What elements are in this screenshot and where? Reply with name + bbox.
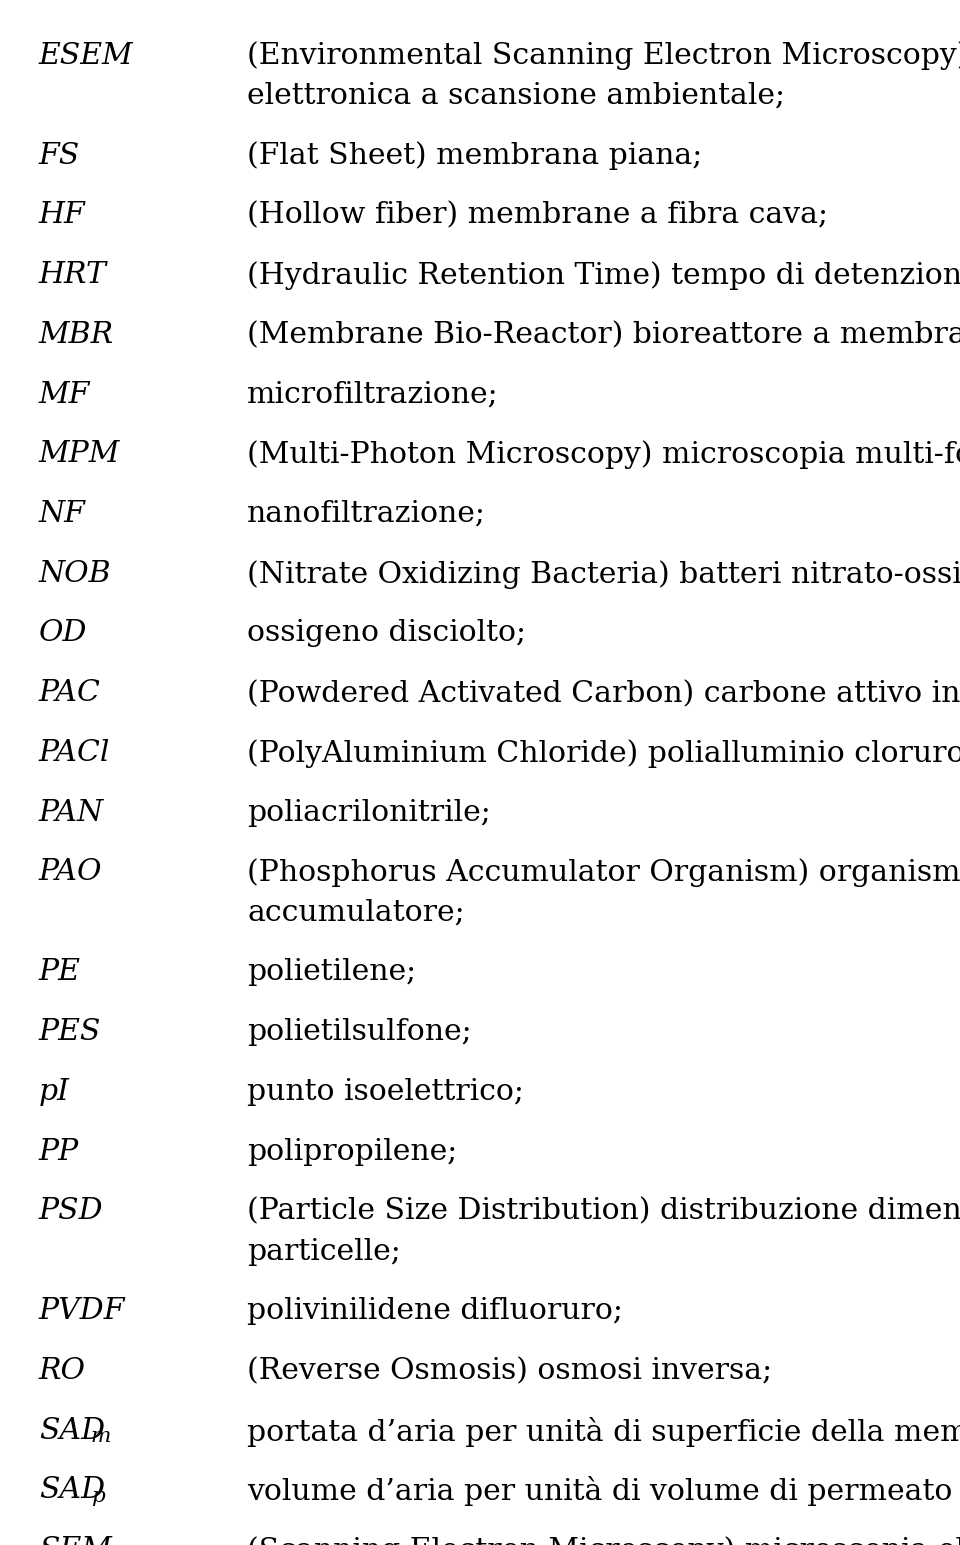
Text: PE: PE [39, 958, 81, 986]
Text: portata d’aria per unità di superficie della membrana;: portata d’aria per unità di superficie d… [248, 1417, 960, 1446]
Text: PAO: PAO [39, 859, 103, 887]
Text: PVDF: PVDF [39, 1298, 126, 1326]
Text: (Hollow fiber) membrane a fibra cava;: (Hollow fiber) membrane a fibra cava; [248, 201, 828, 229]
Text: polivinilidene difluoruro;: polivinilidene difluoruro; [248, 1298, 623, 1326]
Text: PAC: PAC [39, 680, 101, 708]
Text: nanofiltrazione;: nanofiltrazione; [248, 501, 486, 528]
Text: (Powdered Activated Carbon) carbone attivo in polvere;: (Powdered Activated Carbon) carbone atti… [248, 680, 960, 708]
Text: HRT: HRT [39, 261, 107, 289]
Text: (Environmental Scanning Electron Microscopy) microscopia: (Environmental Scanning Electron Microsc… [248, 42, 960, 71]
Text: FS: FS [39, 142, 80, 170]
Text: NOB: NOB [39, 559, 111, 587]
Text: (Phosphorus Accumulator Organism) organismo fosforo-: (Phosphorus Accumulator Organism) organi… [248, 859, 960, 887]
Text: p: p [91, 1486, 105, 1506]
Text: volume d’aria per unità di volume di permeato prodotto;: volume d’aria per unità di volume di per… [248, 1477, 960, 1506]
Text: (PolyAluminium Chloride) polialluminio cloruro;: (PolyAluminium Chloride) polialluminio c… [248, 739, 960, 768]
Text: (Hydraulic Retention Time) tempo di detenzione idraulica;: (Hydraulic Retention Time) tempo di dete… [248, 261, 960, 290]
Text: SEM: SEM [39, 1536, 111, 1545]
Text: punto isoelettrico;: punto isoelettrico; [248, 1078, 524, 1106]
Text: PAN: PAN [39, 799, 104, 827]
Text: ossigeno disciolto;: ossigeno disciolto; [248, 620, 526, 647]
Text: accumulatore;: accumulatore; [248, 899, 465, 927]
Text: PACl: PACl [39, 739, 110, 766]
Text: polietilene;: polietilene; [248, 958, 417, 986]
Text: (Nitrate Oxidizing Bacteria) batteri nitrato-ossidanti;: (Nitrate Oxidizing Bacteria) batteri nit… [248, 559, 960, 589]
Text: (Reverse Osmosis) osmosi inversa;: (Reverse Osmosis) osmosi inversa; [248, 1357, 773, 1384]
Text: MBR: MBR [39, 321, 114, 349]
Text: SAD: SAD [39, 1477, 105, 1505]
Text: (Membrane Bio-Reactor) bioreattore a membrane;: (Membrane Bio-Reactor) bioreattore a mem… [248, 321, 960, 349]
Text: ESEM: ESEM [39, 42, 133, 70]
Text: RO: RO [39, 1357, 85, 1384]
Text: MPM: MPM [39, 440, 120, 468]
Text: HF: HF [39, 201, 85, 229]
Text: poliacrilonitrile;: poliacrilonitrile; [248, 799, 491, 827]
Text: PP: PP [39, 1137, 79, 1165]
Text: (Multi-Photon Microscopy) microscopia multi-fotone;: (Multi-Photon Microscopy) microscopia mu… [248, 440, 960, 470]
Text: (Particle Size Distribution) distribuzione dimensionale delle: (Particle Size Distribution) distribuzio… [248, 1197, 960, 1225]
Text: (Flat Sheet) membrana piana;: (Flat Sheet) membrana piana; [248, 142, 703, 170]
Text: m: m [91, 1428, 111, 1446]
Text: polipropilene;: polipropilene; [248, 1137, 458, 1165]
Text: particelle;: particelle; [248, 1238, 401, 1265]
Text: SAD: SAD [39, 1417, 105, 1445]
Text: polietilsulfone;: polietilsulfone; [248, 1018, 472, 1046]
Text: pI: pI [39, 1078, 70, 1106]
Text: NF: NF [39, 501, 85, 528]
Text: elettronica a scansione ambientale;: elettronica a scansione ambientale; [248, 82, 785, 110]
Text: MF: MF [39, 380, 90, 408]
Text: PSD: PSD [39, 1197, 104, 1225]
Text: OD: OD [39, 620, 87, 647]
Text: PES: PES [39, 1018, 101, 1046]
Text: (Scanning Electron Microscopy) microscopia elettronica a: (Scanning Electron Microscopy) microscop… [248, 1536, 960, 1545]
Text: microfiltrazione;: microfiltrazione; [248, 380, 499, 408]
